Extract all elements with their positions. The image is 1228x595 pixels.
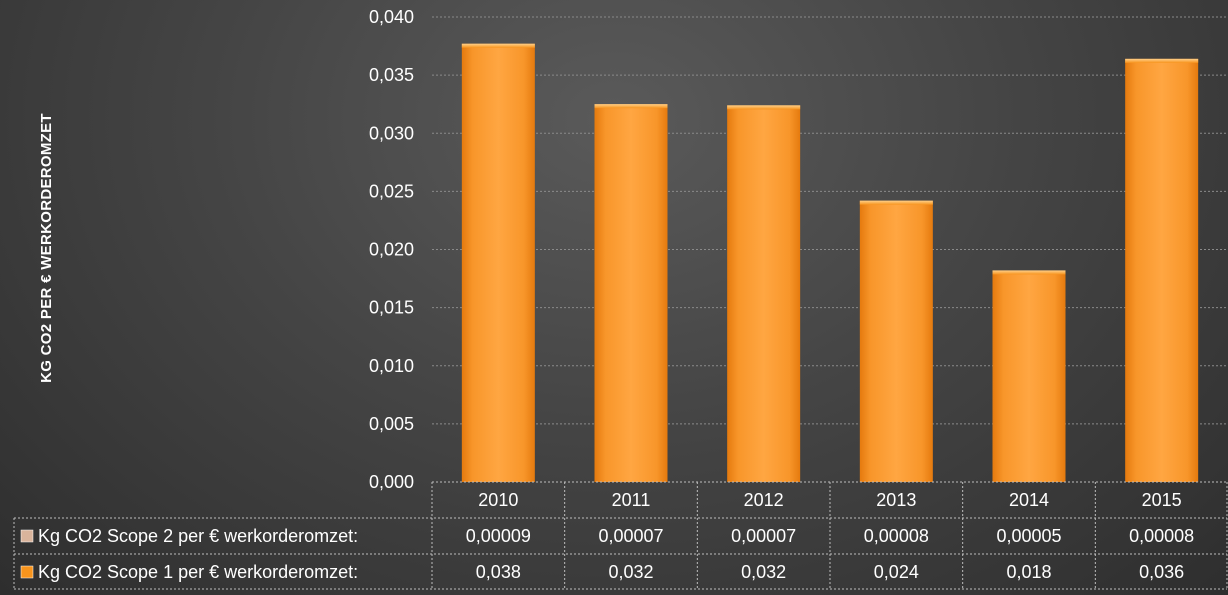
- x-category-label: 2015: [1142, 490, 1182, 510]
- bar-top-highlight: [727, 105, 801, 110]
- legend-key: [20, 529, 34, 543]
- data-value-label: 0,024: [874, 562, 919, 582]
- x-category-label: 2011: [612, 490, 651, 510]
- y-tick-label: 0,035: [369, 65, 414, 85]
- y-tick-label: 0,015: [369, 298, 414, 318]
- y-tick-label: 0,010: [369, 356, 414, 376]
- data-value-label: 0,00008: [864, 526, 929, 546]
- x-category-label: 2012: [744, 490, 784, 510]
- bar-2011: [594, 104, 668, 482]
- bar-top-highlight: [1125, 58, 1199, 63]
- data-value-label: 0,032: [741, 562, 786, 582]
- series-label: Kg CO2 Scope 2 per € werkorderomzet:: [38, 526, 358, 546]
- y-tick-label: 0,000: [369, 472, 414, 492]
- data-value-label: 0,00007: [598, 526, 663, 546]
- x-category-label: 2013: [876, 490, 916, 510]
- y-tick-label: 0,025: [369, 181, 414, 201]
- data-value-label: 0,036: [1139, 562, 1184, 582]
- data-value-label: 0,00007: [731, 526, 796, 546]
- y-tick-label: 0,040: [369, 7, 414, 27]
- data-value-label: 0,032: [608, 562, 653, 582]
- series-label: Kg CO2 Scope 1 per € werkorderomzet:: [38, 562, 358, 582]
- bar-2012: [727, 105, 801, 482]
- x-category-label: 2014: [1009, 490, 1049, 510]
- y-tick-label: 0,020: [369, 240, 414, 260]
- y-tick-label: 0,030: [369, 123, 414, 143]
- legend-key: [20, 565, 34, 579]
- data-value-label: 0,00008: [1129, 526, 1194, 546]
- data-value-label: 0,00005: [996, 526, 1061, 546]
- bar-top-highlight: [859, 200, 933, 205]
- y-axis-ticks: 0,000 0,005 0,010 0,015 0,020 0,025 0,030 0,035…: [369, 7, 414, 492]
- data-value-label: 0,00009: [466, 526, 531, 546]
- data-value-label: 0,038: [476, 562, 521, 582]
- bar-2013: [859, 200, 933, 483]
- x-category-label: 2010: [478, 490, 518, 510]
- bars: [461, 43, 1199, 483]
- gridlines: [432, 16, 1228, 483]
- bar-2010: [461, 43, 535, 483]
- y-axis-label: KG CO2 PER € WERKORDEROMZET: [38, 113, 55, 383]
- bar-2015: [1125, 58, 1199, 482]
- bar-2014: [992, 270, 1066, 482]
- y-tick-label: 0,005: [369, 414, 414, 434]
- data-value-label: 0,018: [1006, 562, 1051, 582]
- bar-top-highlight: [594, 104, 668, 109]
- bar-top-highlight: [992, 270, 1066, 275]
- bar-top-highlight: [461, 43, 535, 48]
- data-table: 2010 2011 2012 2013 2014 2015 Kg CO2 Scope 2 p…: [13, 481, 1228, 590]
